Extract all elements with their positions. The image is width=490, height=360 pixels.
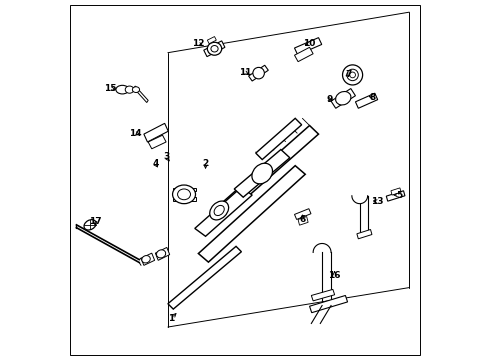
Ellipse shape: [253, 67, 265, 79]
Ellipse shape: [336, 91, 351, 105]
Ellipse shape: [343, 65, 363, 85]
Text: 13: 13: [371, 197, 384, 206]
Text: 14: 14: [129, 129, 142, 138]
Ellipse shape: [125, 86, 134, 93]
Polygon shape: [141, 253, 155, 265]
Text: 8: 8: [369, 93, 375, 102]
Polygon shape: [355, 93, 378, 108]
Text: 12: 12: [192, 39, 205, 48]
Ellipse shape: [116, 85, 129, 94]
Text: 4: 4: [152, 159, 159, 168]
Text: 16: 16: [328, 270, 341, 279]
Polygon shape: [155, 247, 170, 260]
Polygon shape: [144, 123, 168, 142]
Polygon shape: [391, 188, 401, 195]
Ellipse shape: [132, 87, 140, 93]
Polygon shape: [248, 65, 269, 81]
Polygon shape: [331, 89, 355, 108]
Text: 6: 6: [299, 215, 305, 224]
Polygon shape: [207, 37, 216, 44]
Ellipse shape: [350, 72, 355, 78]
Polygon shape: [134, 86, 148, 103]
Polygon shape: [204, 41, 225, 57]
Text: 7: 7: [346, 70, 352, 79]
Polygon shape: [148, 135, 166, 149]
Text: 5: 5: [396, 190, 402, 199]
Polygon shape: [294, 47, 313, 62]
Polygon shape: [294, 38, 322, 55]
Polygon shape: [172, 197, 196, 201]
Polygon shape: [168, 246, 242, 309]
Ellipse shape: [210, 201, 229, 220]
Text: 17: 17: [89, 217, 101, 226]
Polygon shape: [223, 126, 318, 210]
Polygon shape: [195, 187, 252, 236]
Polygon shape: [198, 166, 305, 262]
Ellipse shape: [252, 163, 272, 184]
Polygon shape: [386, 191, 405, 201]
Polygon shape: [256, 118, 302, 159]
Text: 10: 10: [303, 39, 316, 48]
Polygon shape: [298, 217, 308, 225]
Text: 11: 11: [239, 68, 251, 77]
Ellipse shape: [177, 189, 191, 200]
Ellipse shape: [84, 220, 96, 230]
Text: 1: 1: [169, 314, 174, 323]
Ellipse shape: [214, 206, 224, 216]
Polygon shape: [294, 209, 311, 220]
Ellipse shape: [172, 185, 196, 204]
Ellipse shape: [207, 42, 221, 55]
Polygon shape: [234, 149, 290, 197]
Text: 3: 3: [163, 152, 169, 161]
Ellipse shape: [142, 256, 150, 263]
Ellipse shape: [211, 45, 218, 52]
Polygon shape: [172, 188, 196, 192]
Ellipse shape: [156, 250, 166, 258]
Text: 15: 15: [104, 84, 117, 93]
Ellipse shape: [347, 69, 358, 81]
Polygon shape: [310, 296, 347, 313]
Text: 9: 9: [326, 95, 332, 104]
Text: 2: 2: [202, 159, 209, 168]
Polygon shape: [311, 289, 335, 301]
Polygon shape: [357, 229, 372, 239]
